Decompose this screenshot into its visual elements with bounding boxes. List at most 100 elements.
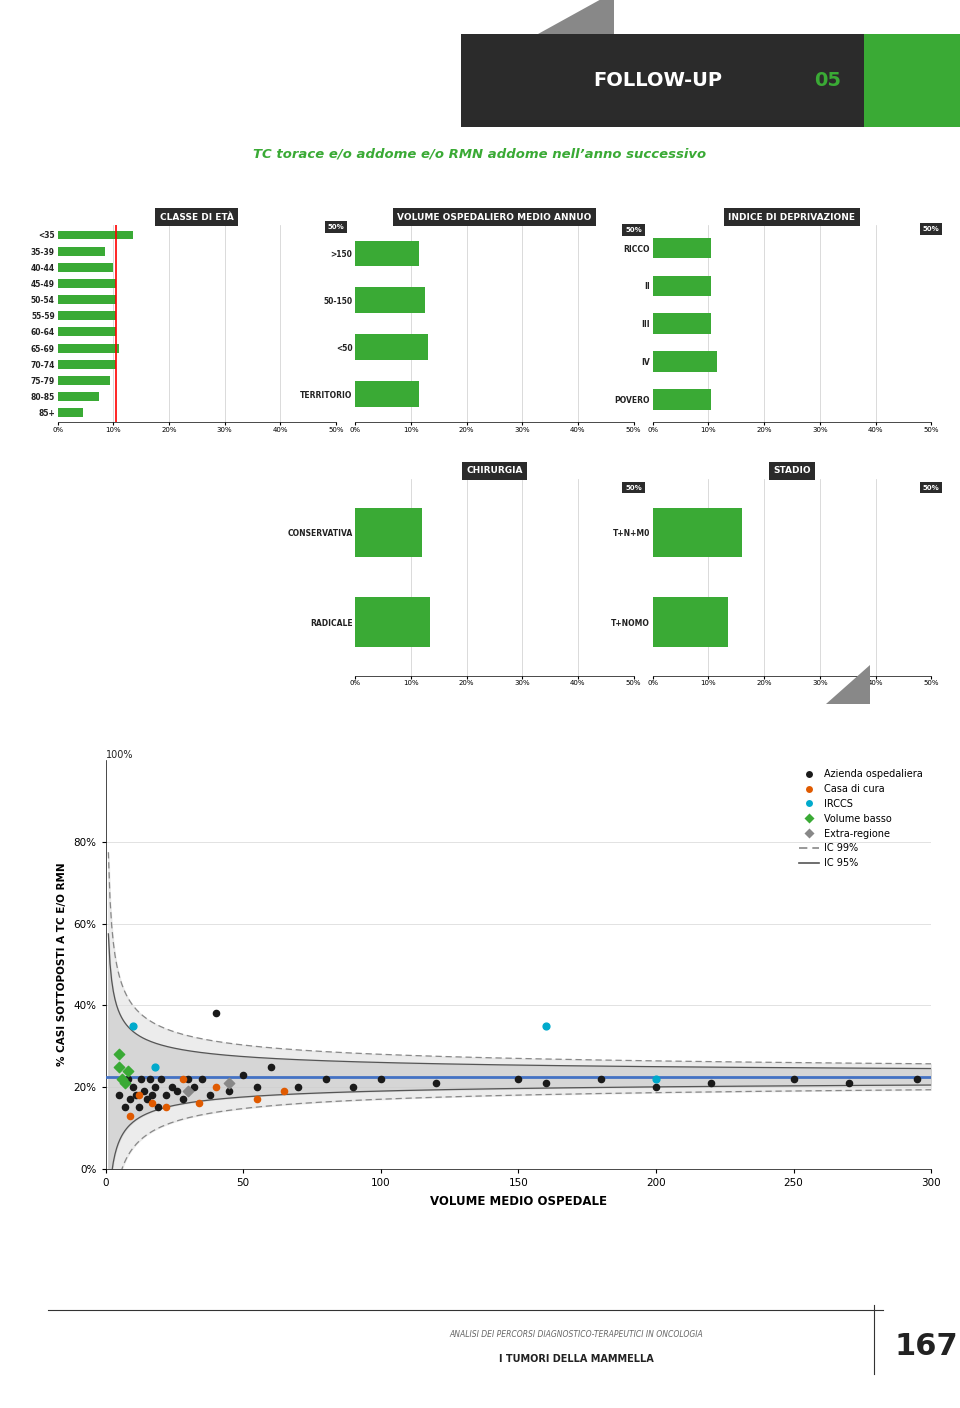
Point [180, 1080, 196, 1102]
Y-axis label: % CASI SOTTOPOSTI A TC E/O RMN: % CASI SOTTOPOSTI A TC E/O RMN [57, 863, 66, 1066]
Point [111, 1043, 127, 1066]
Bar [653, 276, 711, 296]
Point [120, 1067, 135, 1090]
Bar [355, 241, 420, 266]
Text: I TUMORI DELLA MAMMELLA: I TUMORI DELLA MAMMELLA [498, 1354, 654, 1364]
Bar [58, 408, 83, 417]
Text: 05: 05 [814, 70, 841, 90]
Bar [58, 311, 116, 320]
Point [145, 1084, 160, 1107]
Point [148, 1076, 163, 1098]
Bar [653, 508, 742, 558]
Point [153, 1067, 168, 1090]
Point [786, 1067, 802, 1090]
Text: OSPEDALI: OSPEDALI [444, 719, 544, 738]
Point [145, 1093, 160, 1115]
Point [180, 1067, 196, 1090]
Bar [355, 597, 430, 646]
Bar [355, 508, 422, 558]
Point [373, 1067, 389, 1090]
Text: 50%: 50% [625, 484, 642, 490]
Bar [58, 391, 99, 401]
Bar [355, 335, 427, 360]
Text: 50%: 50% [923, 484, 940, 490]
Point [114, 1067, 130, 1090]
Bar [58, 328, 116, 337]
Point [208, 1002, 224, 1025]
Bar [58, 376, 110, 384]
Point [186, 1076, 202, 1098]
Point [148, 1056, 163, 1079]
Point [593, 1067, 609, 1090]
Bar [653, 352, 717, 372]
Point [291, 1076, 306, 1098]
Bar [58, 360, 116, 369]
Text: TC torace e/o addome e/o RMN addome nell’anno successivo: TC torace e/o addome e/o RMN addome nell… [253, 148, 707, 161]
Point [170, 1080, 185, 1102]
Point [263, 1056, 278, 1079]
FancyBboxPatch shape [461, 34, 864, 127]
Bar [58, 246, 105, 256]
Point [158, 1095, 174, 1118]
Point [250, 1076, 265, 1098]
Text: 50%: 50% [327, 224, 345, 230]
Point [150, 1095, 165, 1118]
Point [222, 1080, 237, 1102]
Point [136, 1080, 152, 1102]
Point [123, 1104, 138, 1126]
Point [120, 1059, 135, 1081]
Bar [58, 231, 132, 239]
Point [139, 1088, 155, 1111]
Title: VOLUME OSPEDALIERO MEDIO ANNUO: VOLUME OSPEDALIERO MEDIO ANNUO [397, 213, 591, 221]
Point [123, 1088, 138, 1111]
Point [841, 1071, 856, 1094]
Text: 50%: 50% [625, 227, 642, 232]
Point [129, 1084, 144, 1107]
Polygon shape [538, 0, 614, 34]
Point [111, 1056, 127, 1079]
Title: INDICE DI DEPRIVAZIONE: INDICE DI DEPRIVAZIONE [729, 213, 855, 221]
Point [539, 1071, 554, 1094]
Point [131, 1095, 146, 1118]
Text: ANALISI DEI PERCORSI DIAGNOSTICO-TERAPEUTICI IN ONCOLOGIA: ANALISI DEI PERCORSI DIAGNOSTICO-TERAPEU… [449, 1331, 703, 1339]
Point [346, 1076, 361, 1098]
Bar [58, 296, 116, 304]
Point [133, 1067, 149, 1090]
Point [428, 1071, 444, 1094]
Point [704, 1071, 719, 1094]
Bar [58, 263, 113, 272]
Point [142, 1067, 157, 1090]
Point [175, 1067, 190, 1090]
Point [194, 1067, 209, 1090]
Title: CLASSE DI ETÀ: CLASSE DI ETÀ [160, 213, 233, 221]
Polygon shape [827, 665, 870, 704]
Point [648, 1067, 663, 1090]
Title: STADIO: STADIO [773, 466, 811, 474]
Legend: Azienda ospedaliera, Casa di cura, IRCCS, Volume basso, Extra-regione, IC 99%, I: Azienda ospedaliera, Casa di cura, IRCCS… [796, 765, 926, 872]
Bar [58, 279, 116, 287]
Bar [355, 287, 424, 313]
Bar [653, 238, 711, 259]
Point [111, 1084, 127, 1107]
Point [164, 1076, 180, 1098]
Point [511, 1067, 526, 1090]
Bar [653, 314, 711, 334]
Point [276, 1080, 292, 1102]
Point [158, 1084, 174, 1107]
Point [117, 1071, 132, 1094]
Point [191, 1093, 206, 1115]
Bar [58, 344, 119, 352]
Text: 50%: 50% [923, 227, 940, 232]
Text: 100%: 100% [106, 750, 133, 760]
Point [126, 1014, 141, 1036]
Bar [355, 382, 420, 407]
Point [175, 1088, 190, 1111]
Point [117, 1095, 132, 1118]
Text: 167: 167 [895, 1332, 958, 1362]
Title: CHIRURGIA: CHIRURGIA [467, 466, 522, 474]
Point [648, 1076, 663, 1098]
Point [235, 1063, 251, 1086]
X-axis label: VOLUME MEDIO OSPEDALE: VOLUME MEDIO OSPEDALE [430, 1194, 607, 1208]
Text: FOLLOW-UP: FOLLOW-UP [593, 70, 722, 90]
Point [208, 1076, 224, 1098]
